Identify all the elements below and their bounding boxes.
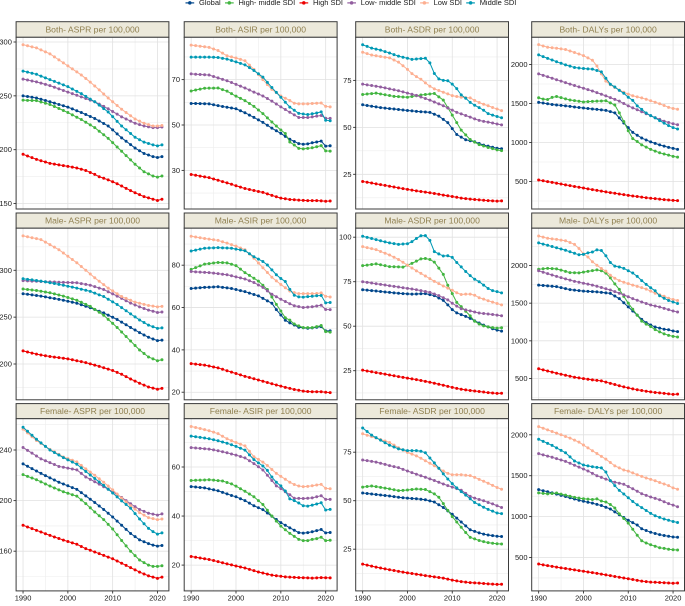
svg-text:30: 30: [172, 166, 180, 175]
svg-text:Global: Global: [199, 0, 221, 7]
svg-text:High SDI: High SDI: [313, 0, 343, 7]
svg-text:2000: 2000: [511, 430, 528, 439]
svg-text:1990: 1990: [183, 594, 200, 601]
svg-text:75: 75: [343, 277, 351, 286]
svg-text:250: 250: [0, 91, 12, 100]
svg-text:2000: 2000: [228, 594, 245, 601]
svg-text:50: 50: [343, 322, 351, 331]
svg-text:200: 200: [0, 496, 12, 505]
svg-text:300: 300: [0, 38, 12, 47]
svg-text:20: 20: [172, 561, 180, 570]
svg-text:1500: 1500: [511, 471, 528, 480]
svg-text:200: 200: [0, 360, 12, 369]
svg-text:Male- ASPR per 100,000: Male- ASPR per 100,000: [45, 216, 140, 226]
svg-text:2020: 2020: [665, 594, 682, 601]
svg-text:High- middle SDI: High- middle SDI: [239, 0, 296, 7]
svg-text:160: 160: [0, 547, 12, 556]
svg-text:100: 100: [339, 233, 352, 242]
svg-text:50: 50: [343, 496, 351, 505]
svg-text:2000: 2000: [399, 594, 416, 601]
svg-text:300: 300: [0, 266, 12, 275]
svg-text:1000: 1000: [511, 336, 528, 345]
svg-text:Low SDI: Low SDI: [434, 0, 462, 7]
svg-text:20: 20: [172, 388, 180, 397]
svg-text:75: 75: [343, 76, 351, 85]
svg-text:2000: 2000: [575, 594, 592, 601]
svg-text:60: 60: [172, 303, 180, 312]
svg-text:40: 40: [172, 512, 180, 521]
svg-text:2010: 2010: [272, 594, 289, 601]
svg-text:2020: 2020: [149, 594, 166, 601]
svg-text:1990: 1990: [354, 594, 371, 601]
svg-text:Both- ASDR per 100,000: Both- ASDR per 100,000: [385, 25, 480, 35]
svg-text:Middle SDI: Middle SDI: [480, 0, 517, 7]
svg-text:2000: 2000: [511, 261, 528, 270]
svg-text:Both- DALYs per 100,000: Both- DALYs per 100,000: [559, 25, 657, 35]
svg-text:2020: 2020: [317, 594, 334, 601]
svg-text:500: 500: [515, 553, 528, 562]
svg-text:500: 500: [515, 177, 528, 186]
svg-text:60: 60: [172, 463, 180, 472]
svg-text:1000: 1000: [511, 138, 528, 147]
svg-text:2020: 2020: [489, 594, 506, 601]
svg-text:2010: 2010: [444, 594, 461, 601]
svg-text:25: 25: [343, 545, 351, 554]
svg-text:2000: 2000: [60, 594, 77, 601]
svg-text:70: 70: [172, 75, 180, 84]
svg-text:40: 40: [172, 345, 180, 354]
svg-text:2010: 2010: [620, 594, 637, 601]
svg-text:500: 500: [515, 374, 528, 383]
svg-text:Both- ASIR per 100,000: Both- ASIR per 100,000: [215, 25, 306, 35]
svg-text:Low- middle SDI: Low- middle SDI: [361, 0, 416, 7]
svg-text:50: 50: [172, 121, 180, 130]
svg-text:200: 200: [0, 145, 12, 154]
svg-text:1990: 1990: [530, 594, 547, 601]
svg-text:1990: 1990: [15, 594, 32, 601]
svg-text:1500: 1500: [511, 99, 528, 108]
svg-text:50: 50: [343, 123, 351, 132]
svg-text:1500: 1500: [511, 299, 528, 308]
svg-text:Male- ASIR per 100,000: Male- ASIR per 100,000: [215, 216, 307, 226]
svg-text:Female- DALYs per 100,000: Female- DALYs per 100,000: [554, 406, 662, 416]
svg-text:Female- ASDR per 100,000: Female- ASDR per 100,000: [379, 406, 485, 416]
svg-text:25: 25: [343, 366, 351, 375]
svg-text:1000: 1000: [511, 512, 528, 521]
svg-text:Male- ASDR per 100,000: Male- ASDR per 100,000: [384, 216, 480, 226]
svg-text:80: 80: [172, 261, 180, 270]
svg-text:250: 250: [0, 313, 12, 322]
svg-text:240: 240: [0, 446, 12, 455]
svg-text:75: 75: [343, 448, 351, 457]
svg-text:2000: 2000: [511, 60, 528, 69]
svg-text:150: 150: [0, 199, 12, 208]
svg-text:2010: 2010: [104, 594, 121, 601]
svg-text:Female- ASIR per 100,000: Female- ASIR per 100,000: [210, 406, 312, 416]
svg-text:Both- ASPR per 100,000: Both- ASPR per 100,000: [45, 25, 139, 35]
svg-text:Male- DALYs per 100,000: Male- DALYs per 100,000: [559, 216, 657, 226]
svg-text:25: 25: [343, 170, 351, 179]
svg-text:Female- ASPR per 100,000: Female- ASPR per 100,000: [40, 406, 145, 416]
